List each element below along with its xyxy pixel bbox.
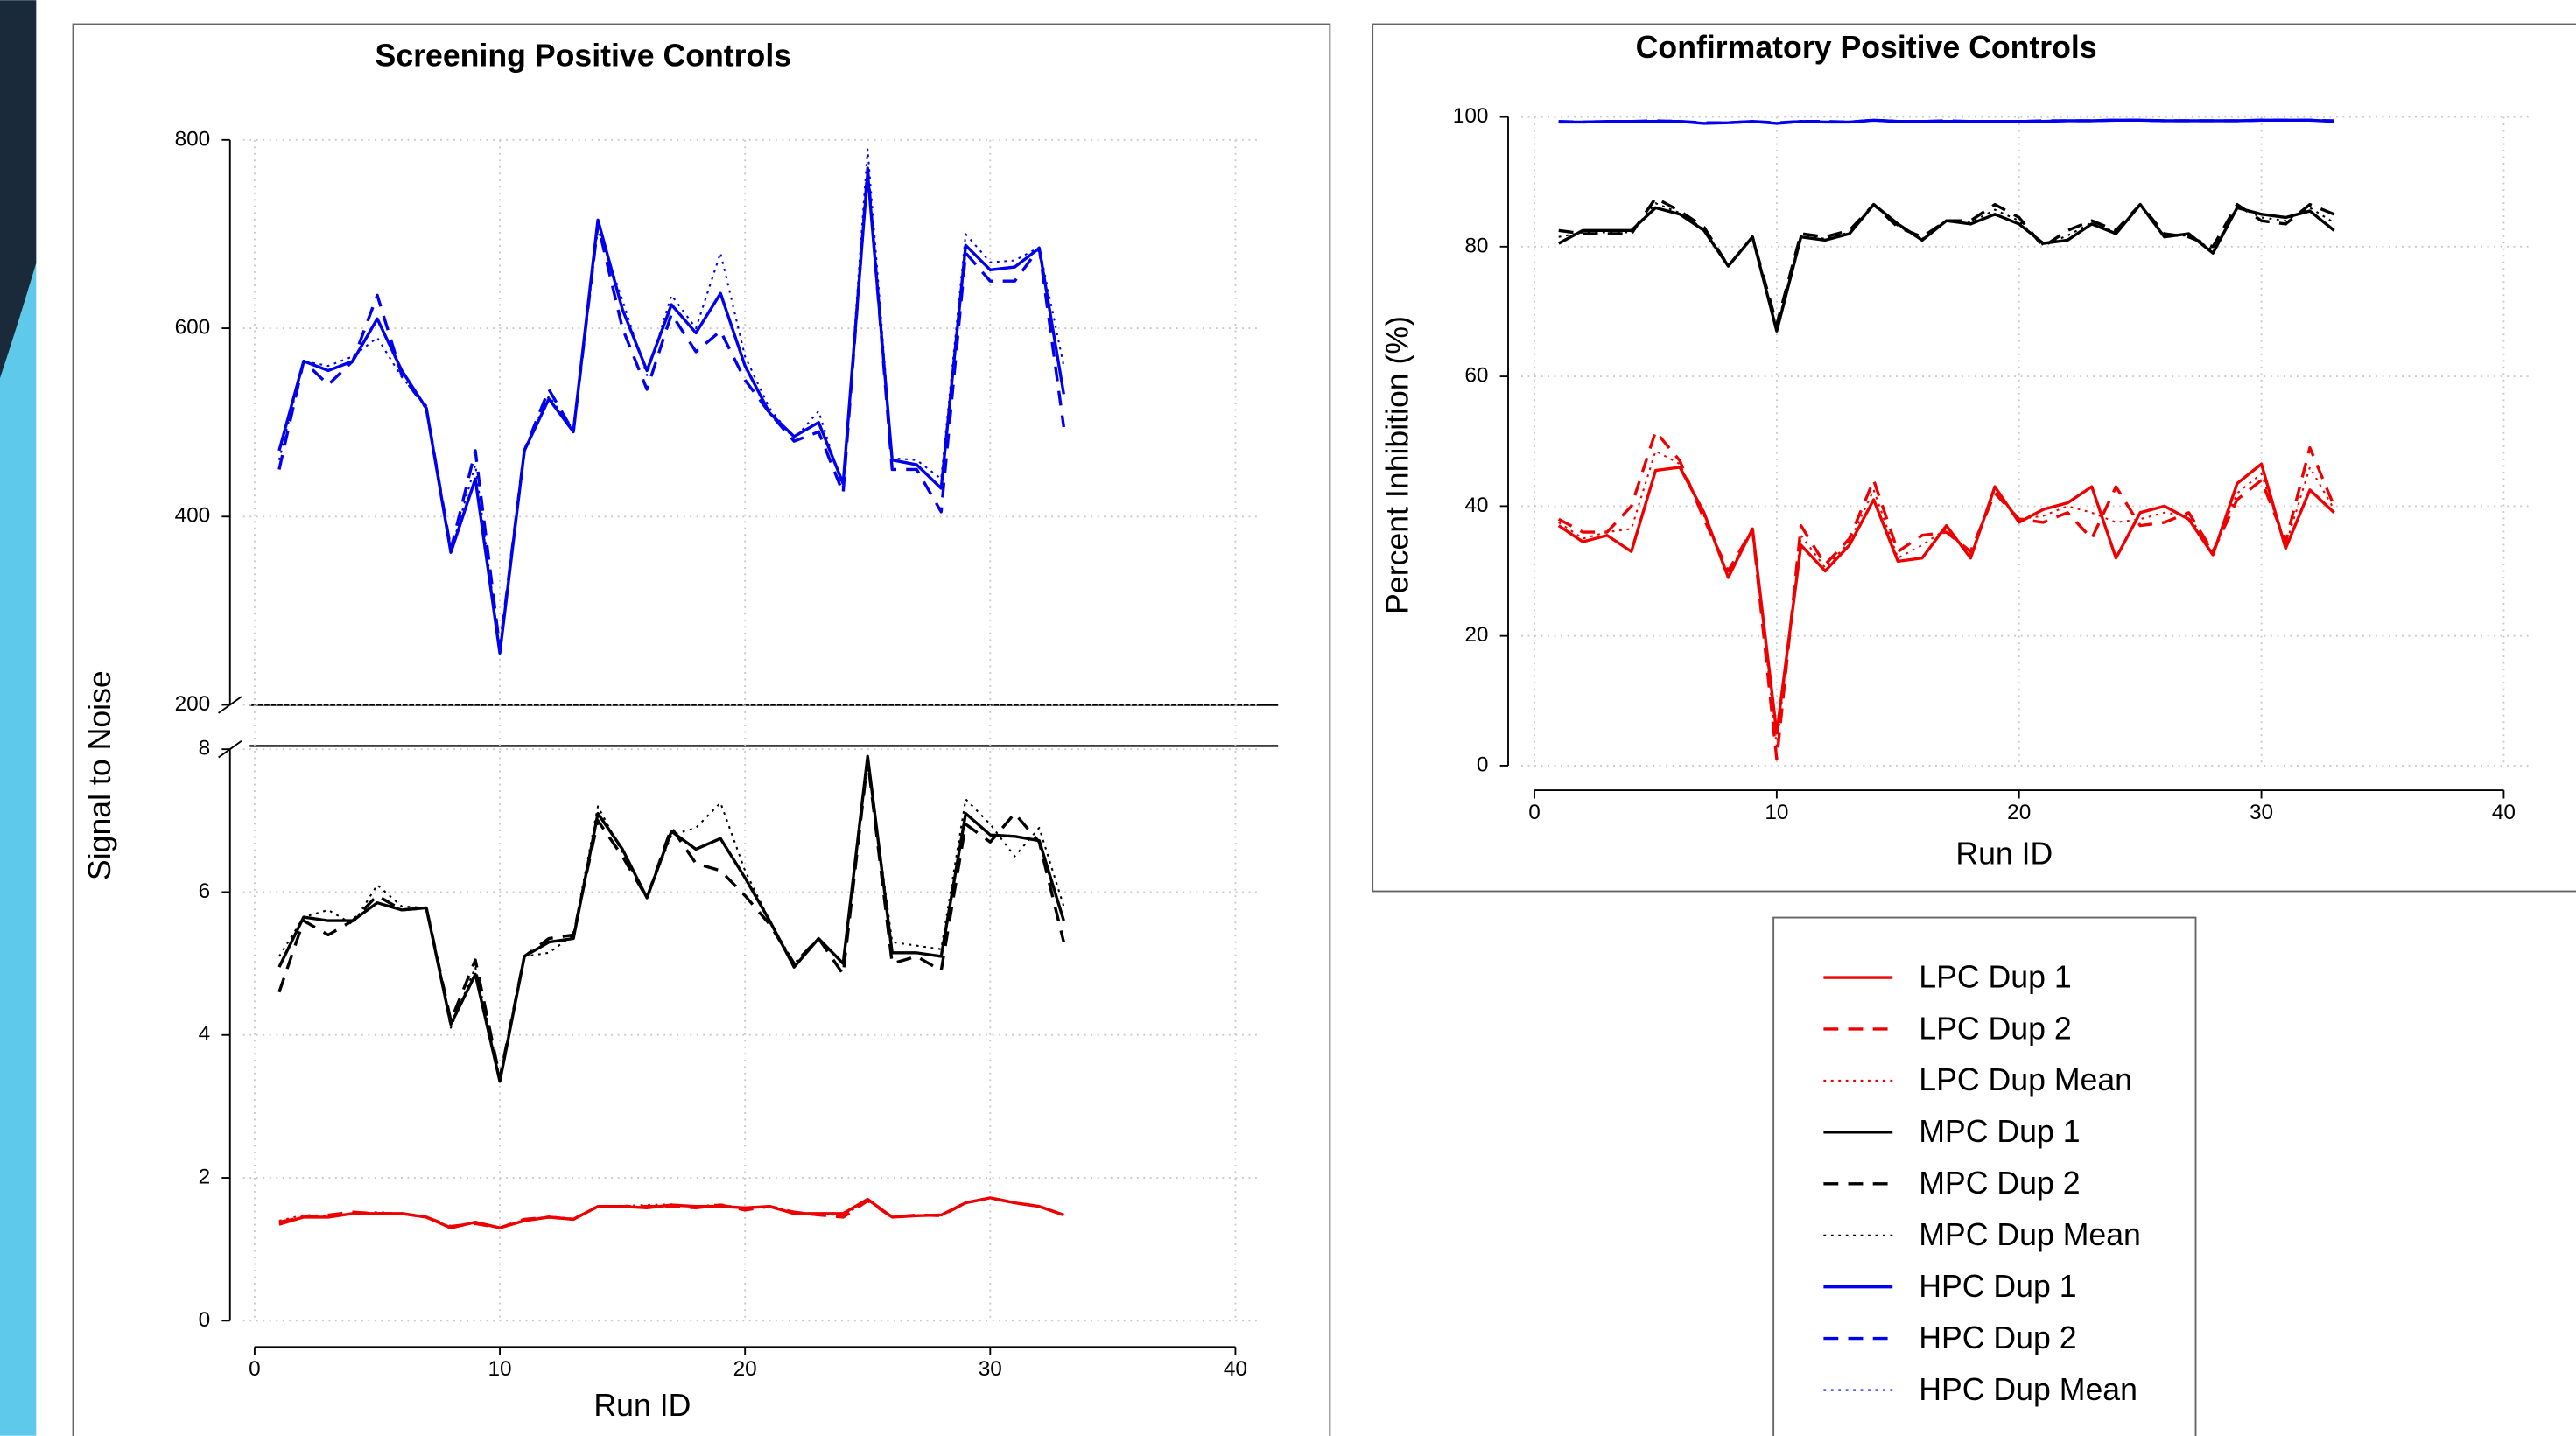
y-tick-label: 2 — [199, 1165, 211, 1188]
x-tick-label: 30 — [2250, 801, 2273, 824]
legend-label: MPC Dup 1 — [1919, 1114, 2080, 1149]
legend-label: MPC Dup Mean — [1919, 1217, 2141, 1252]
x-tick-label: 20 — [2007, 801, 2031, 824]
x-tick-label: 10 — [1765, 801, 1788, 824]
x-tick-label: 20 — [733, 1357, 757, 1381]
background — [0, 0, 2576, 1435]
x-tick-label: 40 — [1224, 1357, 1247, 1381]
x-axis-label: Run ID — [1955, 837, 2053, 872]
legend-label: LPC Dup 1 — [1919, 959, 2071, 994]
y-tick-label: 6 — [199, 879, 211, 903]
legend-label: LPC Dup 2 — [1919, 1011, 2071, 1046]
x-axis-label: Run ID — [593, 1388, 691, 1423]
chart-title: Screening Positive Controls — [376, 38, 792, 73]
y-tick-label: 8 — [199, 737, 211, 760]
y-tick-label: 40 — [1464, 494, 1488, 517]
page: {"chart_data": [ {"type": "line", "title… — [0, 0, 2576, 1436]
legend-label: LPC Dup Mean — [1919, 1062, 2132, 1097]
y-tick-label: 200 — [175, 692, 211, 716]
legend-label: HPC Dup Mean — [1919, 1372, 2137, 1407]
y-tick-label: 60 — [1464, 364, 1488, 388]
y-axis-label: Percent Inhibition (%) — [1380, 316, 1415, 614]
y-tick-label: 100 — [1453, 104, 1489, 128]
y-tick-label: 400 — [175, 504, 211, 528]
y-axis-label: Signal to Noise — [82, 670, 117, 880]
y-tick-label: 20 — [1464, 623, 1488, 647]
legend-label: MPC Dup 2 — [1919, 1166, 2080, 1201]
legend-label: HPC Dup 1 — [1919, 1269, 2076, 1304]
y-tick-label: 600 — [175, 315, 211, 339]
x-tick-label: 10 — [488, 1357, 511, 1381]
y-tick-label: 0 — [199, 1308, 211, 1332]
x-tick-label: 40 — [2492, 801, 2516, 824]
chart-title: Confirmatory Positive Controls — [1636, 30, 2097, 65]
y-tick-label: 4 — [199, 1022, 211, 1046]
legend-label: HPC Dup 2 — [1919, 1320, 2076, 1355]
x-tick-label: 30 — [979, 1357, 1002, 1381]
x-tick-label: 0 — [1528, 801, 1541, 824]
figure: Screening Positive Controls Run ID Signa… — [0, 0, 2576, 1436]
y-tick-label: 80 — [1464, 234, 1488, 257]
y-tick-label: 0 — [1477, 753, 1489, 776]
y-tick-label: 800 — [175, 127, 211, 151]
x-tick-label: 0 — [249, 1357, 261, 1381]
